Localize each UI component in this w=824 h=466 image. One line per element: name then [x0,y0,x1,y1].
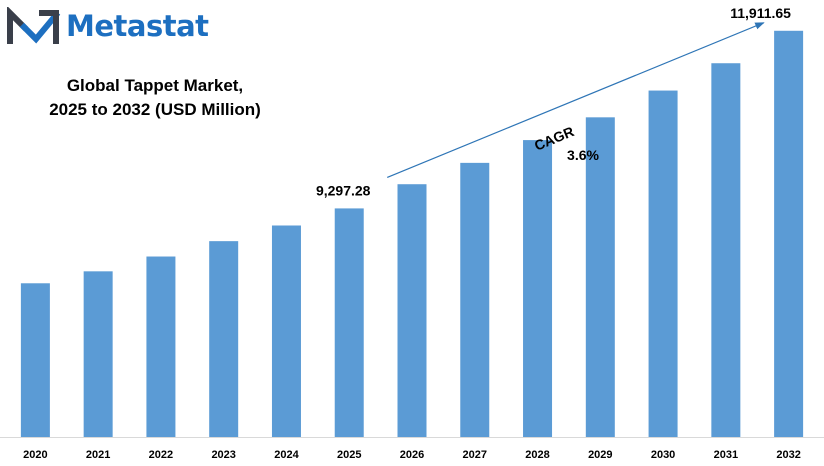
data-label-2032: 11,911.65 [730,5,791,21]
data-label-2025: 9,297.28 [316,182,371,198]
x-tick-label-2031: 2031 [714,449,738,461]
x-tick-label-2029: 2029 [588,449,612,461]
chart-title-line-2: 2025 to 2032 (USD Million) [49,100,261,119]
x-tick-label-2028: 2028 [525,449,549,461]
x-tick-label-2032: 2032 [776,449,800,461]
x-tick-label-2022: 2022 [149,449,173,461]
brand-name: Metastat [66,9,209,43]
bar-2024 [271,225,301,437]
x-tick-label-2030: 2030 [651,449,675,461]
bar-2032 [774,30,804,437]
chart-title-line-1: Global Tappet Market, [66,76,244,95]
bar-2025 [334,208,364,437]
bar-2022 [146,256,176,437]
cagr-arrow [387,22,765,178]
bar-2028 [523,140,553,438]
x-tick-label-2023: 2023 [211,449,235,461]
x-tick-label-2021: 2021 [86,449,110,461]
bar-2031 [711,63,741,437]
x-tick-label-2027: 2027 [463,449,487,461]
cagr-value: 3.6% [567,147,599,163]
bar-2030 [648,90,678,437]
chart-title: Global Tappet Market, 2025 to 2032 (USD … [20,74,290,122]
x-tick-label-2024: 2024 [274,449,299,461]
x-tick-label-2025: 2025 [337,449,361,461]
bar-2027 [460,162,490,437]
bar-2026 [397,184,427,437]
bar-2023 [209,241,239,437]
bar-2029 [585,117,615,437]
bar-2020 [20,283,50,437]
x-tick-label-2020: 2020 [23,449,47,461]
brand-logo: Metastat [6,6,209,46]
metastat-logo-icon [7,7,61,44]
x-tick-label-2026: 2026 [400,449,424,461]
bar-2021 [83,271,113,437]
